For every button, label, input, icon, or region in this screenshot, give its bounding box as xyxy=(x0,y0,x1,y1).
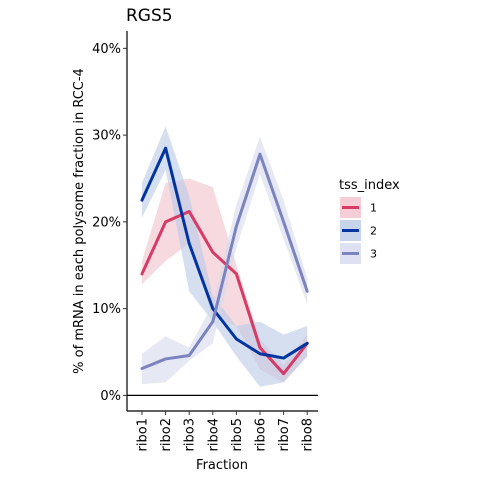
x-tick-label: ribo1 xyxy=(136,418,151,451)
series-line-3 xyxy=(140,152,309,370)
legend-title: tss_index xyxy=(339,178,400,193)
y-tick-label: 30% xyxy=(92,129,121,144)
y-tick-label: 0% xyxy=(100,389,121,404)
chart-title: RGS5 xyxy=(126,6,173,26)
series-lines xyxy=(140,146,309,376)
x-axis-title: Fraction xyxy=(196,458,248,473)
series-line-1 xyxy=(140,209,309,376)
y-axis-ticks: 0% 10% 20% 30% 40% xyxy=(92,42,127,404)
confidence-bands xyxy=(142,126,308,387)
y-tick-label: 10% xyxy=(92,302,121,317)
x-tick-label: ribo2 xyxy=(159,418,174,451)
x-axis-ticks: ribo1 ribo2 ribo3 ribo4 ribo5 ribo6 ribo7 ribo8 xyxy=(136,411,316,451)
x-tick-label: ribo3 xyxy=(183,418,198,451)
ci-band-series-3 xyxy=(142,136,308,385)
x-tick-label: ribo7 xyxy=(277,418,292,451)
x-tick-label: ribo5 xyxy=(230,418,245,451)
legend-label-2: 2 xyxy=(370,225,377,238)
y-tick-label: 20% xyxy=(92,215,121,230)
x-tick-label: ribo4 xyxy=(206,418,221,451)
y-tick-label: 40% xyxy=(92,42,121,57)
x-tick-label: ribo6 xyxy=(254,418,269,451)
axes xyxy=(126,31,318,412)
ci-band-series-2 xyxy=(142,126,308,387)
legend: tss_index 1 2 3 xyxy=(339,178,400,264)
y-axis-title: % of mRNA in each polysome fraction in R… xyxy=(72,68,87,374)
legend-label-3: 3 xyxy=(370,248,377,261)
x-tick-label: ribo8 xyxy=(301,418,316,451)
series-line-2 xyxy=(140,146,309,360)
legend-label-1: 1 xyxy=(370,202,377,215)
